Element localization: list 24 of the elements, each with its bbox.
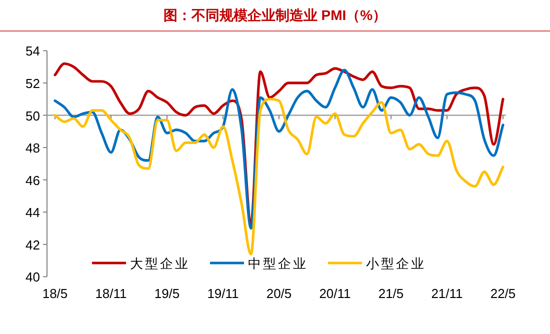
x-tick-label: 18/5 [42,286,68,301]
y-tick-label: 48 [26,140,40,156]
legend-item: 大型企业 [92,256,190,271]
y-tick-label: 46 [26,172,40,188]
x-tick-label: 19/5 [154,286,180,301]
y-tick-label: 44 [26,205,40,220]
y-tick-label: 50 [26,108,40,124]
x-tick-label: 18/11 [95,286,127,301]
y-tick-label: 54 [26,44,40,59]
y-tick-label: 42 [26,237,40,252]
x-tick-label: 20/5 [266,286,292,301]
legend-label: 小型企业 [366,256,426,271]
legend-label: 大型企业 [130,256,190,271]
x-tick-label: 20/11 [319,286,351,301]
x-tick-label: 19/11 [207,286,239,301]
legend-label: 中型企业 [248,256,308,271]
title: 图：不同规模企业制造业 PMI（%） [163,7,387,23]
legend-item: 中型企业 [210,256,308,271]
y-tick-label: 52 [26,76,40,91]
x-tick-label: 22/5 [490,286,516,301]
y-tick-label: 40 [26,270,40,285]
legend-item: 小型企业 [328,256,426,271]
x-tick-label: 21/11 [431,286,463,301]
x-tick-label: 21/5 [378,286,404,301]
